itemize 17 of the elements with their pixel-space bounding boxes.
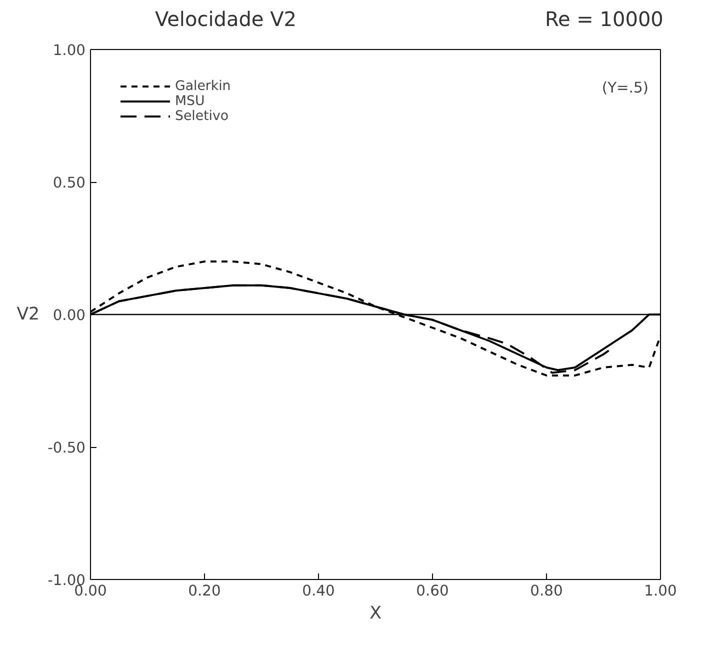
legend-label: Seletivo [175,108,229,124]
legend-label: Galerkin [175,78,231,94]
x-tick-label: 0.80 [530,582,563,600]
y-axis-title: V2 [16,304,40,324]
x-tick-label: 0.60 [416,582,449,600]
x-axis-title: X [370,603,382,624]
legend-label: MSU [175,94,205,109]
x-tick-label: 0.20 [188,582,221,600]
x-tick-label: 0.40 [302,582,335,600]
y-tick-label: -0.50 [48,439,86,456]
x-tick-label: 1.00 [644,582,677,600]
y-tick-label: 0.00 [52,306,86,324]
annotation: (Y=.5) [602,79,649,96]
y-tick-label: 0.50 [52,174,86,192]
y-tick-label: 1.00 [52,42,86,59]
chart-title: Velocidade V2 [155,6,296,33]
chart-subtitle: Re = 10000 [545,6,664,33]
